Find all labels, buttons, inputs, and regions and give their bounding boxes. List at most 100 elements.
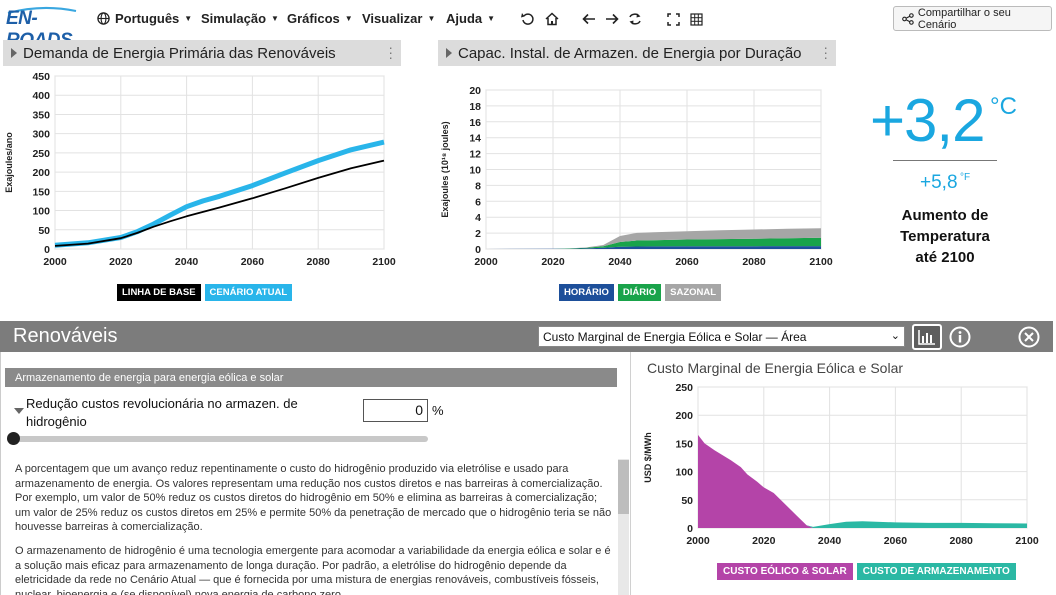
undo-button[interactable] <box>519 10 537 28</box>
temperature-celsius-unit: °C <box>990 93 1017 120</box>
slider-description-2: O armazenamento de hidrogênio é uma tecn… <box>15 545 611 595</box>
panel-header: Renováveis Custo Marginal de Energia Eól… <box>0 321 1053 352</box>
undo-icon <box>521 13 534 25</box>
graph-left-chart: 0 50 100 150 200 250 300 350 400 450 2000 2020 2040 2… <box>4 71 396 268</box>
panel-graph-select-value: Custo Marginal de Energia Eólica e Solar… <box>543 329 807 344</box>
y-tick-label: 250 <box>675 382 693 394</box>
bar-chart-icon <box>918 330 935 345</box>
slider-value-input[interactable]: 0 <box>363 399 428 422</box>
logo-swoosh-icon <box>7 6 77 14</box>
temperature-fahrenheit-unit: °F <box>960 172 971 183</box>
grid-icon <box>689 12 703 26</box>
y-tick-label: 100 <box>675 467 693 479</box>
info-button[interactable] <box>947 324 973 350</box>
menu-help[interactable]: Ajuda ▼ <box>446 11 495 26</box>
swap-icon <box>629 13 641 25</box>
graph-mid-chart: 0 2 4 6 8 10 12 14 16 18 20 2000 2020 2040 2060 2080 210… <box>440 85 833 268</box>
y-tick-label: 2 <box>475 228 481 240</box>
scrollbar-thumb[interactable] <box>618 460 629 514</box>
chevron-down-icon: ▼ <box>184 14 193 23</box>
y-tick-label: 350 <box>32 109 50 121</box>
y-tick-label: 12 <box>469 149 481 161</box>
x-tick-label: 2060 <box>675 256 699 268</box>
x-tick-label: 2000 <box>474 256 498 268</box>
chevron-down-icon: ▼ <box>344 14 353 23</box>
menu-help-label: Ajuda <box>446 11 483 26</box>
chevron-down-icon: ▼ <box>271 14 279 23</box>
menu-simulation-label: Simulação <box>201 11 267 26</box>
fullscreen-button[interactable] <box>664 10 682 28</box>
legend-storage-cost[interactable]: CUSTO DE ARMAZENAMENTO <box>856 563 1016 580</box>
y-tick-label: 16 <box>469 117 481 129</box>
y-tick-label: 0 <box>475 244 481 256</box>
legend-wind-solar-cost[interactable]: CUSTO EÓLICO & SOLAR <box>717 563 853 580</box>
menu-view-label: Visualizar <box>362 11 423 26</box>
grid-view-button[interactable] <box>687 10 705 28</box>
collapse-triangle-icon[interactable] <box>14 408 24 414</box>
graph-mid-title: Capac. Instal. de Armazen. de Energia po… <box>458 44 802 62</box>
graph-toggle-button[interactable] <box>912 324 942 350</box>
graph-left-header[interactable]: Demanda de Energia Primária das Renováve… <box>3 40 401 66</box>
panel-graph-select[interactable]: Custo Marginal de Energia Eólica e Solar… <box>538 326 905 347</box>
x-tick-label: 2040 <box>175 256 199 268</box>
temperature-fahrenheit: +5,8 <box>920 172 958 193</box>
slider-handle[interactable] <box>7 432 20 445</box>
close-icon <box>1018 326 1040 348</box>
y-axis-label: USD $/MWh <box>643 432 653 483</box>
y-tick-label: 150 <box>675 438 693 450</box>
legend-hourly[interactable]: HORÁRIO <box>559 284 614 301</box>
y-tick-label: 6 <box>475 196 481 208</box>
x-tick-label: 2100 <box>372 256 396 268</box>
y-tick-label: 14 <box>469 133 481 145</box>
logo[interactable]: EN-ROADS <box>6 6 78 51</box>
slider-title[interactable]: Redução custos revolucionária no armazen… <box>26 396 298 429</box>
legend-daily[interactable]: DIÁRIO <box>617 284 662 301</box>
back-button[interactable] <box>580 10 598 28</box>
chevron-down-icon: ⌄ <box>890 330 900 342</box>
menu-graphs-label: Gráficos <box>287 11 340 26</box>
y-tick-label: 4 <box>475 212 481 224</box>
panel-chart-title: Custo Marginal de Energia Eólica e Solar <box>647 360 904 376</box>
menu-simulation[interactable]: Simulação ▼ <box>201 11 279 26</box>
share-button-label: Compartilhar o seu Cenário <box>917 6 1011 31</box>
plot-area <box>54 75 385 250</box>
more-options-icon[interactable]: · · · <box>388 39 393 65</box>
x-tick-label: 2060 <box>884 535 908 547</box>
x-tick-label: 2100 <box>809 256 833 268</box>
y-tick-label: 250 <box>32 148 50 160</box>
menu-language[interactable]: Português ▼ <box>97 11 192 26</box>
legend-current[interactable]: CENÁRIO ATUAL <box>204 284 293 301</box>
compare-button[interactable] <box>626 10 644 28</box>
graph-mid-header[interactable]: Capac. Instal. de Armazen. de Energia po… <box>438 40 836 66</box>
y-tick-label: 150 <box>32 186 50 198</box>
temperature-label: Aumento de Temperatura até 2100 <box>880 205 1010 268</box>
controls-pane: Armazenamento de energia para energia eó… <box>0 352 630 595</box>
chevron-down-icon: ▼ <box>487 14 496 23</box>
more-options-icon[interactable]: · · · <box>823 39 828 65</box>
series-line-baseline <box>54 159 385 247</box>
x-tick-label: 2080 <box>742 256 766 268</box>
x-tick-label: 2020 <box>541 256 565 268</box>
temperature-divider <box>893 160 997 161</box>
legend-baseline[interactable]: LINHA DE BASE <box>117 284 201 301</box>
close-panel-button[interactable] <box>1016 324 1042 350</box>
menu-language-label: Português <box>115 11 180 26</box>
forward-button[interactable] <box>603 10 621 28</box>
scrollbar[interactable] <box>618 459 629 595</box>
share-button[interactable]: Compartilhar o seu Cenário <box>893 6 1052 31</box>
menu-view[interactable]: Visualizar ▼ <box>362 11 435 26</box>
arrow-left-icon <box>582 13 595 25</box>
subsection-header: Armazenamento de energia para energia eó… <box>5 368 617 387</box>
x-tick-label: 2000 <box>686 535 710 547</box>
menu-graphs[interactable]: Gráficos ▼ <box>287 11 353 26</box>
y-tick-label: 0 <box>44 244 50 256</box>
slider-track[interactable] <box>13 436 428 442</box>
panel-chart-pane: Custo Marginal de Energia Eólica e Solar… <box>630 352 1053 595</box>
area-series-2 <box>486 228 821 249</box>
y-tick-label: 10 <box>469 165 481 177</box>
home-button[interactable] <box>543 10 561 28</box>
share-icon <box>902 12 914 25</box>
temperature-label-line2: Temperatura <box>900 228 990 245</box>
y-tick-label: 400 <box>32 90 50 102</box>
legend-seasonal[interactable]: SAZONAL <box>665 284 722 301</box>
